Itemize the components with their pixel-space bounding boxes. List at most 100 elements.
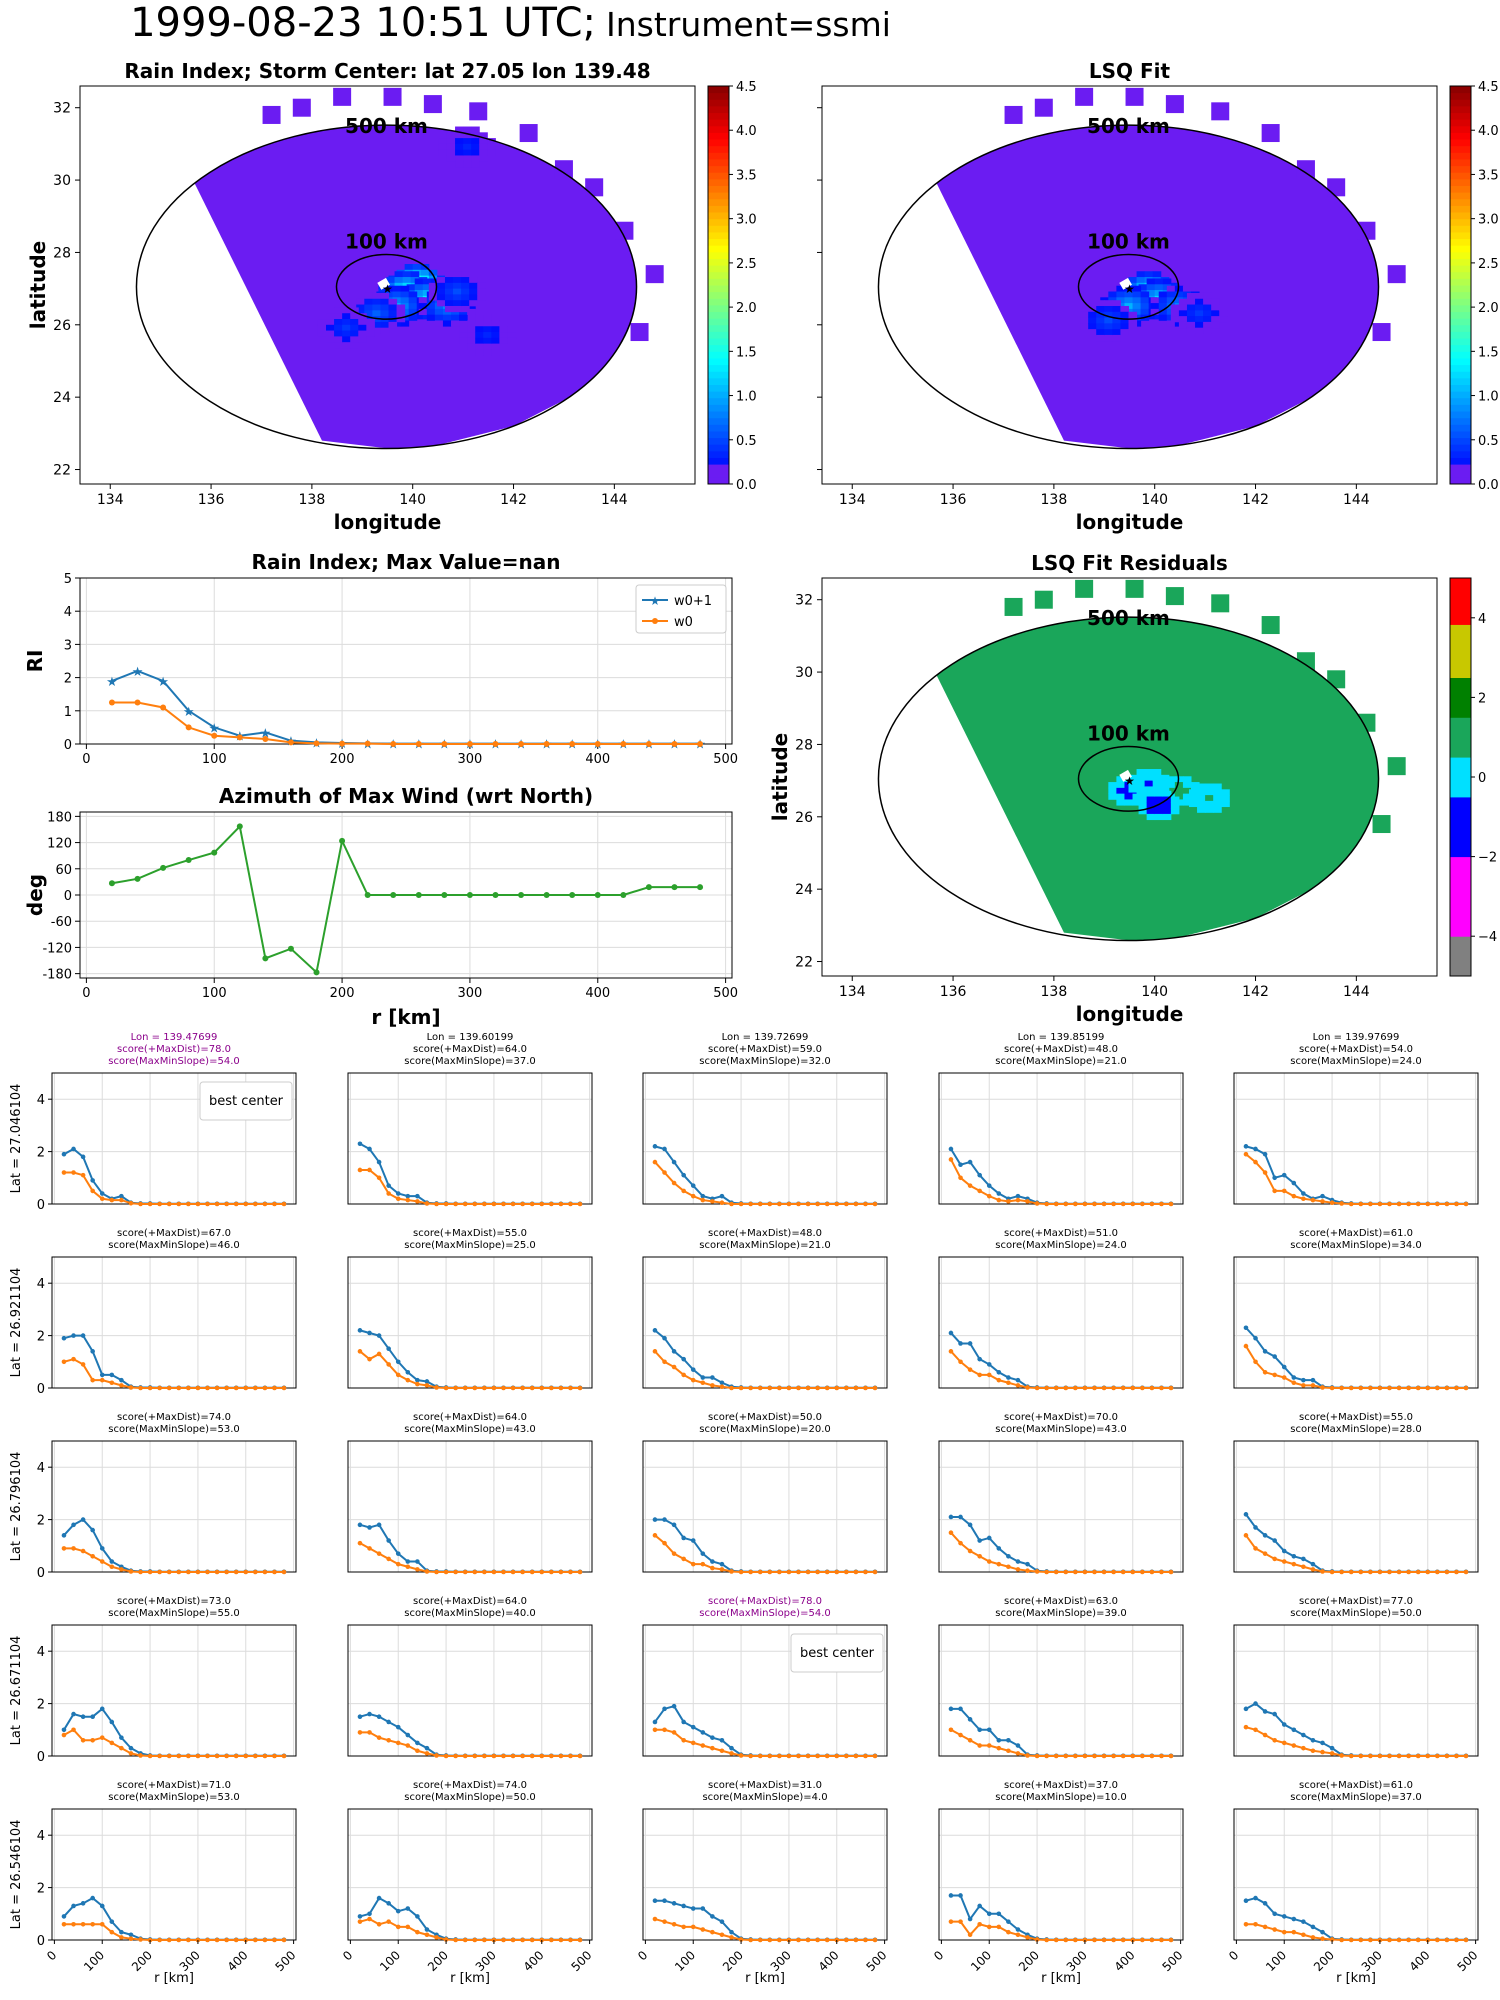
data-point (1053, 1937, 1059, 1943)
data-point (1281, 1172, 1287, 1178)
data-point (386, 1346, 391, 1351)
data-cell (380, 298, 390, 305)
data-point (453, 1569, 458, 1575)
data-cell (402, 271, 412, 278)
colorbar-step (1450, 790, 1471, 798)
data-point (681, 1372, 686, 1378)
y-tick-label: 0 (64, 738, 72, 753)
data-point (518, 741, 525, 747)
data-point (1082, 1201, 1088, 1207)
colorbar-step (708, 404, 729, 412)
data-cell (1128, 317, 1138, 324)
data-cell (1124, 793, 1134, 800)
data-cell (1170, 304, 1180, 311)
colorbar-step (1450, 956, 1471, 964)
data-cell (483, 332, 492, 339)
data-point (1015, 1927, 1021, 1932)
score-panel: Lon = 139.97699score(+MaxDist)=54.0score… (1233, 1032, 1479, 1207)
data-point (1006, 1737, 1011, 1743)
data-cell (394, 271, 404, 278)
data-cell (334, 307, 343, 314)
data-cell (1188, 800, 1198, 808)
data-point (434, 1935, 439, 1940)
data-cell (444, 277, 454, 284)
data-point (147, 1753, 153, 1759)
data-cell (459, 326, 468, 333)
data-point (109, 1719, 115, 1725)
map-ylabel: latitude (768, 733, 792, 821)
data-point (1348, 1385, 1354, 1391)
data-point (357, 1349, 363, 1354)
data-point (405, 1564, 411, 1570)
data-point (1358, 1937, 1364, 1943)
data-point (443, 1201, 449, 1207)
data-point (1415, 1937, 1421, 1943)
axes-frame (821, 577, 1438, 977)
score-panel: score(+MaxDist)=70.0score(MaxMinSlope)=4… (938, 1412, 1184, 1575)
data-point (958, 1514, 963, 1520)
data-point (71, 1727, 76, 1733)
panel-maxdist-score: score(+MaxDist)=61.0 (1299, 1228, 1413, 1239)
data-cell (1182, 793, 1192, 800)
data-point (462, 1937, 468, 1943)
colorbar-step (1450, 611, 1471, 619)
data-point (767, 1937, 773, 1943)
data-point (1454, 1569, 1459, 1575)
data-cell (1197, 806, 1206, 813)
data-point (272, 1201, 277, 1207)
data-point (243, 1201, 249, 1207)
data-cell (491, 314, 500, 321)
series-line (111, 669, 701, 745)
map-title: Rain Index; Storm Center: lat 27.05 lon … (124, 59, 650, 83)
data-point (492, 892, 499, 898)
data-point (1168, 1201, 1174, 1207)
data-point (1168, 1753, 1174, 1759)
series-line (950, 1515, 1172, 1573)
series-line (654, 1161, 876, 1205)
data-cell (1150, 303, 1160, 310)
data-point (510, 1753, 516, 1759)
swath-edge-cell (1387, 757, 1406, 776)
colorbar-step (708, 278, 729, 286)
y-tick-label: 4 (37, 1461, 45, 1476)
data-cell (471, 155, 480, 162)
colorbar: 0.00.51.01.52.02.53.03.54.04.5 (1449, 80, 1499, 493)
panel-slope-score: score(MaxMinSlope)=37.0 (1290, 1792, 1421, 1803)
data-point (1073, 1201, 1078, 1207)
colorbar-step (1450, 457, 1471, 465)
data-cell (1186, 321, 1196, 329)
data-cell (453, 277, 462, 284)
colorbar-step (1450, 763, 1471, 771)
data-point (386, 1191, 391, 1196)
colorbar-step (708, 417, 729, 425)
axes-frame (1233, 1624, 1479, 1757)
data-point (977, 1553, 982, 1559)
data-point (1253, 1335, 1258, 1341)
data-point (262, 1753, 268, 1759)
data-cell (334, 336, 343, 343)
data-cell (477, 294, 486, 301)
data-cell (475, 337, 484, 344)
colorbar-step (1450, 896, 1471, 904)
data-point (662, 1517, 667, 1522)
data-cell (461, 305, 470, 313)
x-tick-label: 400 (1112, 1948, 1138, 1974)
data-point (71, 1333, 76, 1338)
data-point (119, 1197, 124, 1203)
data-point (1092, 1201, 1097, 1207)
data-cell (1170, 802, 1180, 809)
x-tick-label: 400 (585, 986, 610, 1001)
colorbar-step (708, 285, 729, 293)
panel-maxdist-score: score(+MaxDist)=64.0 (413, 1412, 527, 1423)
data-point (777, 1385, 782, 1391)
score-panel: Lon = 139.85199score(+MaxDist)=48.0score… (938, 1032, 1184, 1207)
series-line (359, 1713, 581, 1757)
radius-500km-circle (135, 124, 638, 450)
swath-edge-cell (333, 87, 352, 106)
panel-slope-score: score(MaxMinSlope)=55.0 (108, 1608, 239, 1619)
data-point (71, 1546, 76, 1551)
swath-edge-cell (383, 87, 402, 106)
colorbar-step (708, 205, 729, 213)
data-point (1272, 1372, 1277, 1378)
data-point (805, 1201, 811, 1207)
